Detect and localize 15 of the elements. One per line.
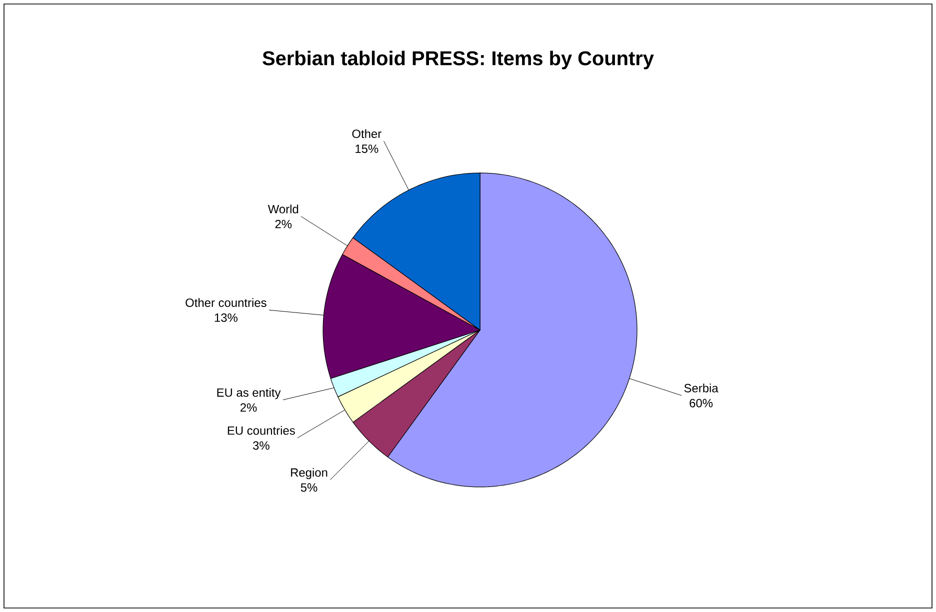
slice-label: Other xyxy=(352,129,382,138)
data-label: 5% xyxy=(300,483,318,492)
chart-title: Serbian tabloid PRESS: Items by Country xyxy=(262,50,654,70)
data-label: 2% xyxy=(240,403,257,412)
data-label: 15% xyxy=(356,144,378,153)
data-label: 13% xyxy=(214,313,238,322)
slice-label: Region xyxy=(291,468,328,480)
data-label: 3% xyxy=(252,441,270,450)
slice-label: World xyxy=(268,204,298,214)
slice-label: EU countries xyxy=(228,426,295,435)
slice-label: Other countries xyxy=(186,298,266,307)
slice-label: Serbia xyxy=(684,384,718,392)
data-label: 60% xyxy=(690,398,713,408)
slice-label: EU as entity xyxy=(217,388,281,400)
data-label: 2% xyxy=(275,220,292,228)
